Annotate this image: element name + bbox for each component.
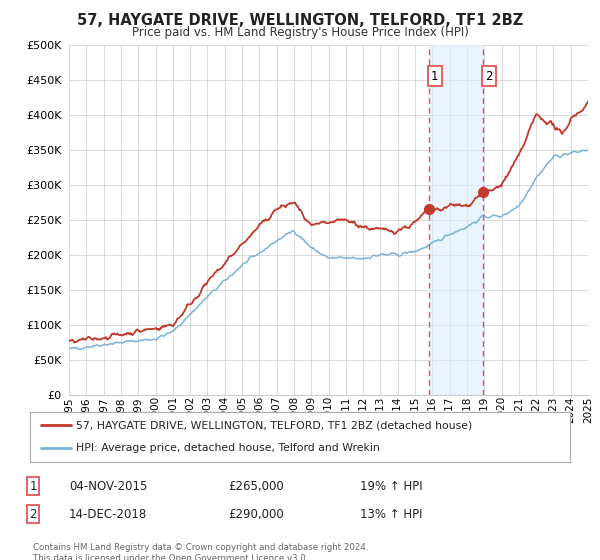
Bar <box>430 45 484 395</box>
Text: 14-DEC-2018: 14-DEC-2018 <box>69 507 147 521</box>
Text: 2: 2 <box>29 507 37 521</box>
Text: 1: 1 <box>431 70 439 83</box>
Text: 57, HAYGATE DRIVE, WELLINGTON, TELFORD, TF1 2BZ: 57, HAYGATE DRIVE, WELLINGTON, TELFORD, … <box>77 13 523 29</box>
Text: 13% ↑ HPI: 13% ↑ HPI <box>360 507 422 521</box>
Text: 1: 1 <box>29 479 37 493</box>
Text: HPI: Average price, detached house, Telford and Wrekin: HPI: Average price, detached house, Telf… <box>76 444 380 454</box>
Text: 19% ↑ HPI: 19% ↑ HPI <box>360 479 422 493</box>
Text: 2: 2 <box>485 70 493 83</box>
Text: £265,000: £265,000 <box>228 479 284 493</box>
Text: £290,000: £290,000 <box>228 507 284 521</box>
Text: Price paid vs. HM Land Registry's House Price Index (HPI): Price paid vs. HM Land Registry's House … <box>131 26 469 39</box>
Text: 04-NOV-2015: 04-NOV-2015 <box>69 479 148 493</box>
Text: 57, HAYGATE DRIVE, WELLINGTON, TELFORD, TF1 2BZ (detached house): 57, HAYGATE DRIVE, WELLINGTON, TELFORD, … <box>76 420 472 430</box>
Text: Contains HM Land Registry data © Crown copyright and database right 2024.
This d: Contains HM Land Registry data © Crown c… <box>33 543 368 560</box>
